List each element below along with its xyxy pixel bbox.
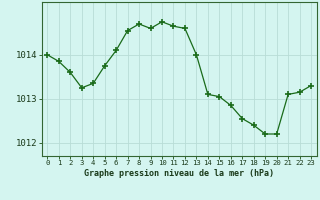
X-axis label: Graphe pression niveau de la mer (hPa): Graphe pression niveau de la mer (hPa) bbox=[84, 169, 274, 178]
